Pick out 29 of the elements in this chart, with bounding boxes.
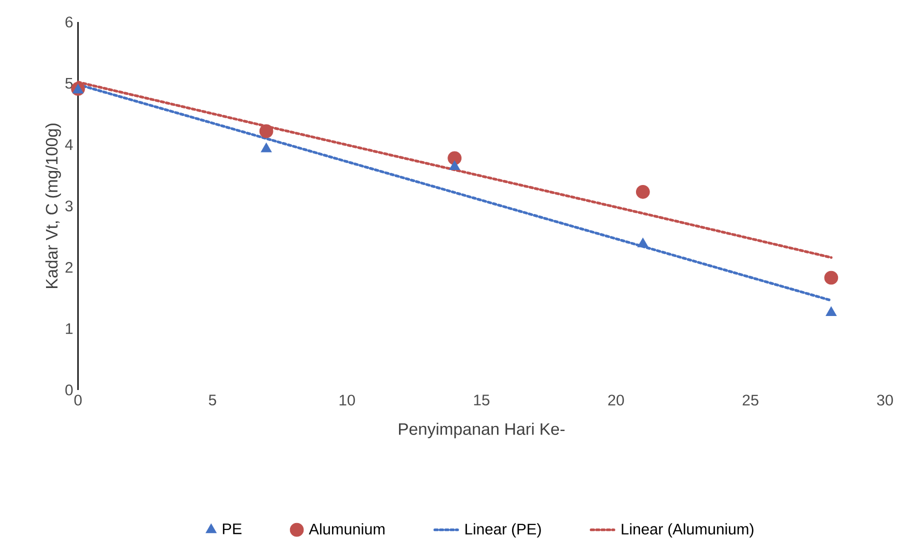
point <box>259 124 274 138</box>
y-tick-label: 3 <box>65 200 73 212</box>
x-tick-label: 10 <box>340 394 355 406</box>
x-axis-title: Penyimpanan Hari Ke- <box>399 422 565 438</box>
point <box>260 142 272 152</box>
legend-label: Linear (PE) <box>466 523 541 538</box>
point <box>448 151 462 166</box>
point <box>72 84 84 94</box>
legend-label: PE <box>222 524 242 534</box>
y-tick-label: 5 <box>65 78 73 89</box>
y-tick-label: 2 <box>66 262 73 273</box>
x-tick-label: 15 <box>474 394 490 406</box>
legend-label: Linear (Alumunium) <box>622 523 754 538</box>
point <box>449 160 460 170</box>
y-tick-label: 4 <box>65 139 73 150</box>
x-tick-label: 25 <box>742 394 758 406</box>
x-tick-label: 0 <box>74 394 82 406</box>
y-axis-title: Kadar Vt, C (mg/100g) <box>45 124 61 288</box>
point <box>636 184 650 199</box>
legend-label: Alumunium <box>308 523 384 535</box>
x-tick-label: 20 <box>608 394 624 406</box>
x-tick-label: 30 <box>877 394 893 406</box>
y-tick-label: 0 <box>65 384 73 396</box>
x-tick-label: 5 <box>208 394 216 406</box>
point <box>826 306 837 316</box>
point <box>637 238 648 248</box>
point <box>824 270 838 285</box>
y-tick-label: 6 <box>66 16 73 28</box>
y-tick-label: 1 <box>66 323 73 334</box>
